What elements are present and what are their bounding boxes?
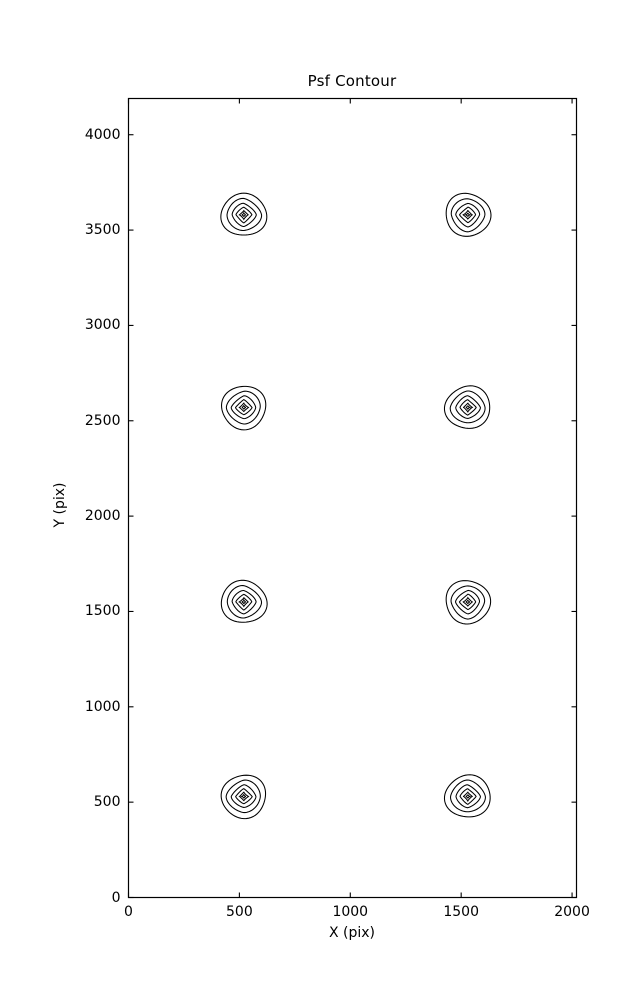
psf-contour-marker	[445, 192, 492, 237]
y-tick-label: 2000	[84, 508, 121, 525]
contour-level-1	[226, 197, 263, 232]
contour-level-2	[455, 202, 481, 228]
y-axis-label: Y (pix)	[52, 482, 68, 528]
contour-level-2	[231, 589, 257, 615]
contour-level-4	[238, 402, 250, 413]
contour-level-5	[241, 598, 247, 605]
y-tick-label: 2500	[84, 412, 121, 429]
contour-level-1	[226, 585, 263, 619]
psf-contour-marker	[220, 774, 267, 820]
contour-level-5	[464, 212, 472, 217]
contour-level-5	[465, 599, 471, 604]
contour-level-0	[445, 580, 492, 625]
contour-level-3	[235, 788, 253, 805]
contour-level-0	[220, 579, 268, 623]
contour-level-1	[225, 390, 261, 425]
contour-level-0	[220, 774, 267, 820]
y-tick-label: 1500	[84, 603, 121, 620]
contour-level-2	[455, 589, 481, 615]
psf-contour-marker	[220, 579, 268, 623]
contour-level-0	[221, 385, 267, 431]
contour-level-2	[455, 395, 481, 419]
contour-level-3	[459, 399, 477, 416]
contour-level-0	[445, 192, 492, 237]
contour-level-1	[450, 198, 486, 233]
y-tick-label: 1000	[84, 698, 121, 715]
contour-level-3	[459, 788, 477, 805]
psf-contour-marker	[443, 385, 491, 429]
contour-level-1	[225, 779, 261, 814]
y-tick-label: 3500	[84, 222, 121, 239]
y-tick-label: 0	[111, 889, 121, 906]
contour-level-5	[465, 405, 472, 410]
x-tick-label: 2000	[554, 903, 590, 920]
y-tick-label: 3000	[84, 317, 121, 334]
contour-level-4	[462, 209, 474, 220]
contour-level-3	[235, 593, 253, 611]
contour-level-0	[220, 192, 268, 236]
contour-level-5	[241, 211, 246, 217]
contour-level-5	[241, 404, 247, 410]
contour-level-1	[450, 779, 486, 813]
contour-level-0	[443, 385, 491, 429]
x-tick-label: 0	[124, 903, 133, 920]
contour-level-2	[455, 784, 481, 809]
contour-level-3	[235, 206, 253, 224]
contour-level-3	[458, 206, 477, 224]
contour-level-2	[230, 784, 257, 808]
axes-spine	[127, 97, 578, 899]
contour-level-3	[458, 593, 477, 611]
contour-level-0	[443, 774, 491, 818]
contour-level-4	[462, 791, 474, 803]
psf-contour-marker	[220, 192, 268, 236]
x-tick-label: 1500	[443, 903, 479, 920]
contour-level-3	[234, 399, 253, 416]
contour-level-2	[231, 202, 257, 228]
x-tick-label: 1000	[332, 903, 369, 920]
contour-level-4	[462, 402, 474, 413]
psf-contour-marker	[445, 580, 492, 625]
x-tick-label: 500	[226, 903, 253, 920]
y-tick-label: 4000	[84, 126, 121, 143]
psf-contour-marker	[443, 774, 491, 818]
x-axis-label: X (pix)	[328, 925, 376, 941]
contour-level-4	[238, 597, 249, 608]
psf-contour-marker	[221, 385, 267, 431]
contour-level-1	[450, 585, 486, 620]
plot-title: Psf Contour	[307, 72, 397, 90]
contour-level-4	[462, 596, 473, 607]
contour-level-4	[238, 791, 250, 802]
y-tick-label: 500	[93, 794, 121, 811]
contour-level-5	[240, 794, 247, 799]
contour-level-1	[449, 390, 486, 424]
contour-level-2	[230, 395, 257, 420]
contour-level-4	[238, 209, 249, 221]
contour-level-5	[465, 794, 472, 799]
